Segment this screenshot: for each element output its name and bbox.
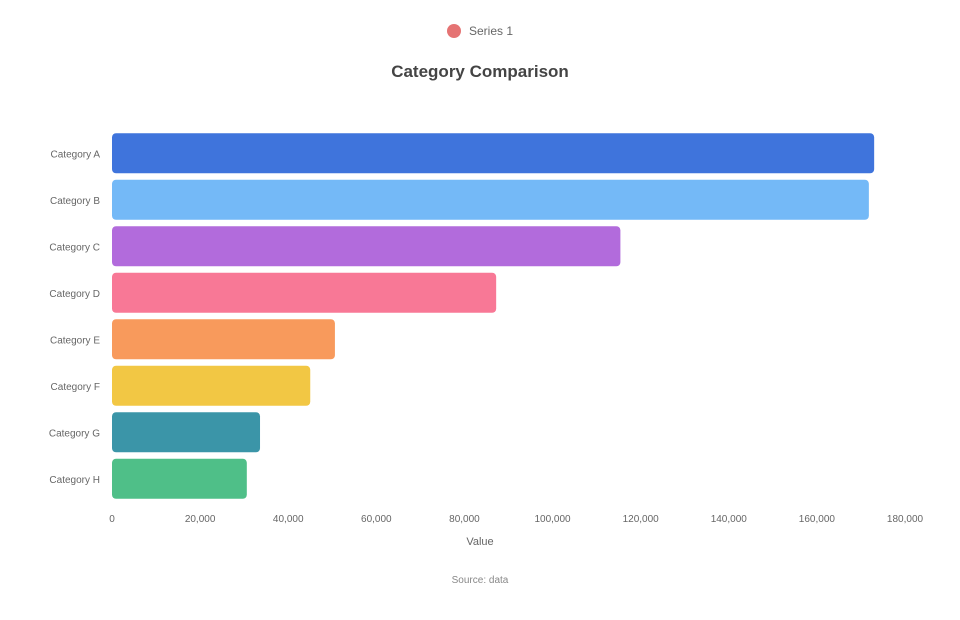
y-tick-label: Category B — [50, 196, 100, 207]
bar — [112, 458, 247, 499]
y-tick-label: Category C — [49, 242, 100, 253]
bar — [112, 412, 261, 453]
y-tick-label: Category E — [50, 335, 100, 346]
source-note: Source: data — [0, 574, 960, 587]
y-tick-label: Category F — [51, 382, 100, 393]
x-tick-label: 80,000 — [449, 514, 480, 525]
x-tick-label: 180,000 — [887, 514, 924, 525]
chart-title: Category Comparison — [391, 62, 569, 81]
x-tick-label: 0 — [109, 514, 115, 525]
y-tick-label: Category G — [49, 428, 100, 439]
x-tick-label: 60,000 — [361, 514, 392, 525]
x-axis-label: Value — [466, 536, 494, 548]
bar — [112, 179, 869, 220]
legend-label: Series 1 — [468, 24, 514, 38]
source-line: Source: data — [451, 575, 509, 586]
x-tick-label: 160,000 — [799, 514, 836, 525]
bar — [112, 365, 311, 406]
x-tick-label: 40,000 — [273, 514, 304, 525]
x-tick-label: 120,000 — [623, 514, 660, 525]
bar — [112, 133, 875, 174]
x-tick-label: 140,000 — [711, 514, 748, 525]
x-tick-label: 20,000 — [185, 514, 216, 525]
legend-swatch — [446, 24, 461, 38]
legend: Series 1 — [0, 24, 960, 38]
bar — [112, 226, 621, 267]
bar — [112, 272, 497, 313]
x-tick-label: 100,000 — [534, 514, 571, 525]
bar — [112, 319, 335, 360]
y-tick-label: Category D — [49, 289, 100, 300]
y-tick-label: Category A — [51, 149, 101, 160]
y-tick-label: Category H — [49, 475, 100, 486]
